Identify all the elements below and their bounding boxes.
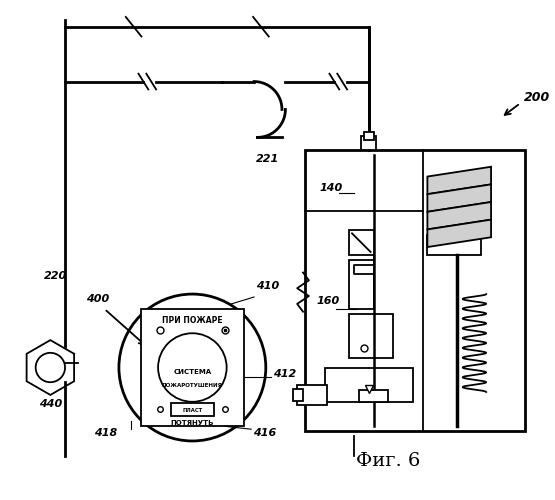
Text: 220: 220: [44, 272, 67, 281]
Bar: [297, 385, 326, 404]
Text: ПОТЯНУТЬ: ПОТЯНУТЬ: [171, 420, 214, 426]
Circle shape: [158, 333, 226, 402]
Text: 200: 200: [524, 91, 551, 104]
Circle shape: [119, 294, 266, 441]
Bar: [359, 390, 388, 402]
Text: ПОЖАРОТУШЕНИЯ: ПОЖАРОТУШЕНИЯ: [162, 382, 223, 388]
Text: 221: 221: [256, 154, 279, 164]
Text: 412: 412: [273, 370, 296, 380]
Polygon shape: [427, 167, 491, 194]
Text: ПЛАСТ: ПЛАСТ: [182, 408, 203, 413]
Bar: [361, 136, 376, 150]
Circle shape: [36, 353, 65, 382]
Polygon shape: [427, 184, 491, 212]
Bar: [364, 132, 374, 140]
Text: 418: 418: [94, 428, 118, 438]
Bar: [325, 368, 413, 402]
Bar: [349, 314, 393, 358]
Text: 410: 410: [256, 281, 279, 291]
Polygon shape: [427, 220, 491, 247]
Text: 416: 416: [253, 428, 276, 438]
Bar: [427, 236, 481, 255]
Text: 400: 400: [85, 294, 109, 304]
Bar: [293, 389, 303, 401]
Bar: [305, 150, 526, 431]
Polygon shape: [427, 202, 491, 230]
Bar: [349, 260, 374, 309]
Text: 140: 140: [320, 183, 343, 193]
Text: СИСТЕМА: СИСТЕМА: [173, 370, 211, 376]
Bar: [349, 230, 374, 255]
Text: 160: 160: [317, 296, 340, 306]
Bar: [141, 309, 244, 426]
Polygon shape: [27, 340, 74, 395]
Text: Фиг. 6: Фиг. 6: [356, 452, 421, 469]
Bar: [171, 403, 214, 416]
Text: 440: 440: [39, 398, 62, 408]
Text: ПРИ ПОЖАРЕ: ПРИ ПОЖАРЕ: [162, 316, 223, 325]
